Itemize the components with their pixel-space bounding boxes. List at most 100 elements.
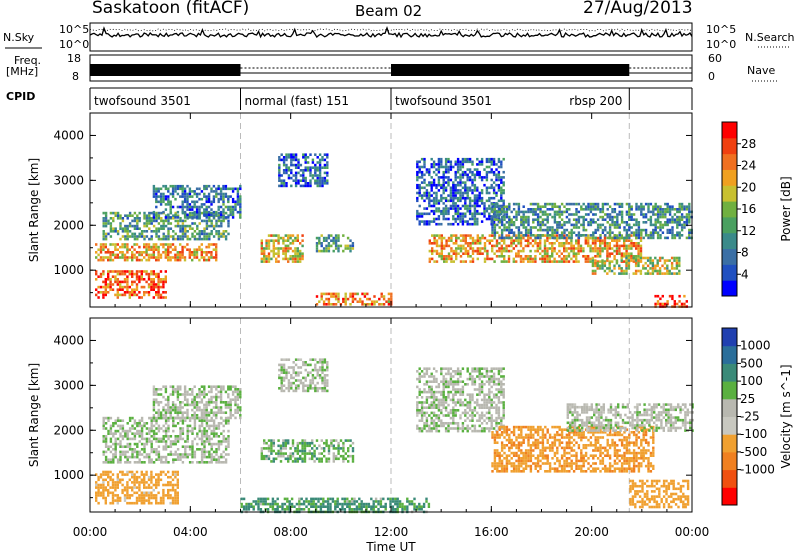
colorbar-label-1: Velocity [m s^-1] (779, 364, 793, 468)
colorbar-tick-label-0-4: 20 (741, 180, 756, 194)
ytick-label-1-2: 3000 (53, 378, 84, 392)
colorbar-swatch-0-4 (722, 216, 737, 234)
noise-tick-low: 10^0 (59, 38, 90, 51)
freq-label-line1: Freq. (14, 54, 42, 67)
colorbar-swatch-0-10 (722, 122, 737, 139)
colorbar-swatch-0-8 (722, 153, 737, 170)
nave-label: Nave (747, 64, 776, 77)
ytick-label-1-1: 2000 (53, 423, 84, 437)
colorbar-tick-label-0-5: 24 (741, 159, 756, 173)
nave-tick-high: 60 (708, 52, 722, 65)
xtick-label-2: 08:00 (273, 525, 308, 539)
xtick-label-1: 04:00 (173, 525, 208, 539)
noise-tick-low-right: 10^0 (706, 38, 737, 51)
colorbar-swatch-1-8 (722, 345, 737, 364)
region-0-11 (591, 256, 681, 275)
region-0-6 (278, 153, 329, 188)
plot-title: Saskatoon (fitACF) (92, 0, 250, 18)
colorbar-swatch-1-5 (722, 398, 737, 417)
colorbar-tick-label-1-0: 1000 (740, 339, 771, 353)
region-1-3 (260, 439, 355, 463)
region-1-9 (629, 479, 690, 509)
xlabel: Time UT (365, 540, 416, 554)
region-1-8 (566, 403, 694, 432)
colorbar-swatch-1-7 (722, 363, 737, 382)
colorbar-swatch-1-2 (722, 451, 737, 471)
xtick-label-3: 12:00 (374, 525, 409, 539)
region-1-2 (152, 385, 242, 420)
ytick-label-0-1: 2000 (53, 218, 84, 232)
cpid-segment-label-1: normal (fast) 151 (245, 94, 349, 108)
colorbar-swatch-0-0 (722, 280, 737, 297)
region-0-1 (95, 243, 218, 262)
ytick-label-0-2: 3000 (53, 173, 84, 187)
nsky-trace (89, 26, 693, 39)
colorbar-swatch-0-1 (722, 264, 737, 281)
freq-label-line2: [MHz] (6, 65, 39, 78)
heatmap-panel-0 (89, 112, 693, 308)
ytick-label-1-0: 1000 (53, 468, 84, 482)
region-1-7 (491, 425, 655, 473)
ylabel-1: Slant Range [km] (27, 363, 41, 467)
nsearch-trace (89, 28, 693, 32)
colorbar-swatch-0-5 (722, 201, 737, 218)
nsearch-label: N.Search (745, 31, 795, 44)
freq-band-0 (90, 64, 241, 76)
region-1-6 (416, 367, 505, 433)
colorbar-swatch-0-3 (722, 232, 737, 250)
ytick-label-0-0: 1000 (53, 263, 84, 277)
beam-label: Beam 02 (355, 2, 423, 20)
region-0-0 (95, 270, 167, 299)
noise-panel-frame (89, 22, 693, 52)
colorbar-swatch-0-2 (722, 248, 737, 265)
colorbar-swatch-1-4 (722, 416, 737, 435)
nave-tick-low: 0 (708, 70, 715, 83)
region-1-0 (95, 470, 179, 505)
xtick-label-0: 00:00 (73, 525, 108, 539)
noise-tick-high: 10^5 (59, 23, 90, 36)
colorbar-swatch-1-1 (722, 469, 737, 488)
colorbar-tick-label-1-1: 500 (740, 356, 763, 370)
colorbar-tick-label-1-6: -500 (740, 445, 767, 459)
date-label: 27/Aug/2013 (583, 0, 693, 18)
region-1-4 (278, 358, 329, 393)
colorbar-label-0: Power [dB] (779, 176, 793, 241)
freq-tick-high: 18 (67, 52, 81, 65)
colorbar-tick-label-1-5: -100 (740, 427, 767, 441)
region-0-7 (315, 292, 393, 306)
colorbar-tick-label-0-2: 12 (741, 224, 756, 238)
freq-band-2 (391, 64, 630, 76)
colorbar-tick-label-0-6: 28 (741, 137, 756, 151)
colorbar-swatch-0-6 (722, 185, 737, 202)
ylabel-0: Slant Range [km] (27, 158, 41, 262)
colorbar-tick-label-0-1: 8 (741, 246, 749, 260)
cpid-label: CPID (6, 90, 36, 103)
region-0-3 (152, 184, 242, 219)
xtick-label-5: 20:00 (574, 525, 609, 539)
nsky-label: N.Sky (3, 31, 35, 44)
cpid-segment-label-2: twofsound 3501 (395, 94, 492, 108)
region-1-1 (102, 416, 230, 464)
heatmap-panel-1 (89, 317, 694, 514)
ytick-label-0-3: 4000 (53, 128, 84, 142)
colorbar-swatch-0-7 (722, 169, 737, 186)
xtick-label-6: 00:00 (675, 525, 710, 539)
region-0-4 (260, 234, 304, 263)
colorbar-tick-label-0-3: 16 (741, 202, 756, 216)
colorbar-tick-label-1-2: 100 (740, 374, 763, 388)
colorbar-tick-label-0-0: 4 (741, 267, 749, 281)
xtick-label-4: 16:00 (474, 525, 509, 539)
colorbar-swatch-1-3 (722, 434, 737, 453)
colorbar-swatch-1-6 (722, 381, 737, 400)
region-0-5 (315, 234, 355, 253)
colorbar-swatch-1-0 (722, 487, 737, 506)
ytick-label-1-3: 4000 (53, 333, 84, 347)
colorbar-tick-label-1-4: -25 (740, 410, 760, 424)
colorbar-tick-label-1-7: -1000 (740, 463, 775, 477)
region-0-10 (491, 202, 693, 240)
noise-tick-high-right: 10^5 (706, 23, 737, 36)
cpid-segment-label-3: rbsp 200 (569, 94, 622, 108)
colorbar-swatch-0-9 (722, 137, 737, 155)
freq-tick-low: 8 (72, 70, 79, 83)
